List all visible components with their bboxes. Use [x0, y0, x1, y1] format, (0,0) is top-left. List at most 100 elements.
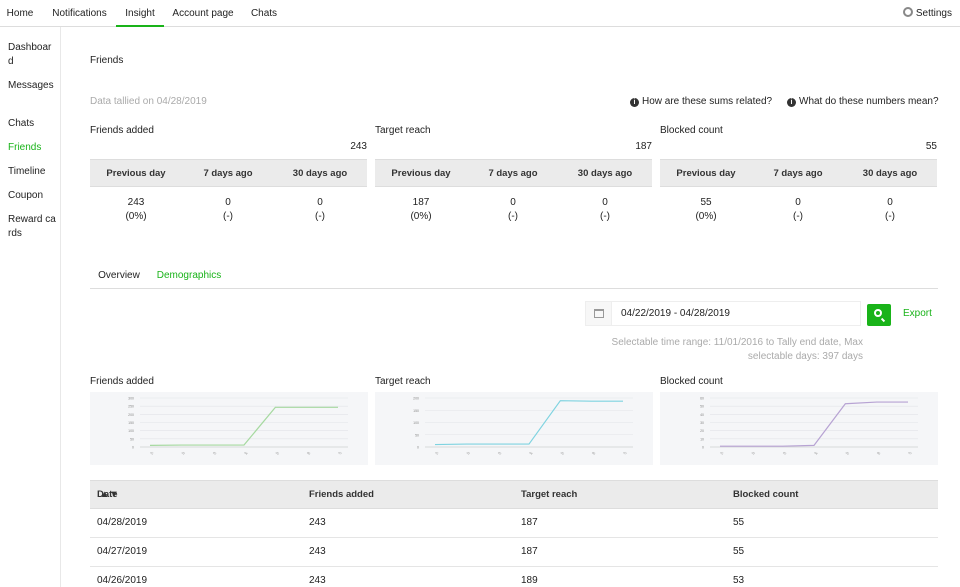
- metric-change: (-): [223, 211, 233, 222]
- tab-insight[interactable]: Insight: [116, 0, 164, 27]
- x-tick-label: d2: [181, 451, 186, 456]
- date-range-picker[interactable]: 04/22/2019 - 04/28/2019: [585, 301, 861, 326]
- y-tick-label: 10: [700, 437, 704, 441]
- y-tick-label: 50: [415, 433, 419, 437]
- cell-friends-added: 243: [309, 517, 326, 528]
- metric-value: 0: [510, 197, 516, 208]
- metric-value: 0: [602, 197, 608, 208]
- tab-home[interactable]: Home: [6, 8, 34, 19]
- gear-icon: [902, 7, 913, 17]
- tab-chats[interactable]: Chats: [250, 8, 278, 19]
- tab-notifications[interactable]: Notifications: [52, 8, 107, 19]
- metric-col-header: 7 days ago: [488, 168, 538, 179]
- help-link-label: What do these numbers mean?: [799, 96, 939, 107]
- metric-change: (0%): [125, 211, 147, 222]
- metric-col-header: 30 days ago: [862, 168, 918, 179]
- series-line: [149, 406, 338, 446]
- chart-area: 0 50 100 150 200 d1 d2 d3 d4 d5 d6 d7: [375, 392, 653, 465]
- x-tick-label: d7: [907, 451, 912, 456]
- metric-col-header: 7 days ago: [203, 168, 253, 179]
- sub-tabs: Overview Demographics: [90, 264, 938, 289]
- calendar-icon: [586, 302, 612, 325]
- settings-label: Settings: [915, 8, 952, 19]
- metric-label: Friends added: [90, 125, 154, 136]
- metric-target-reach: Target reach 187 Previous day 7 days ago…: [375, 125, 652, 222]
- table-header: Date ▲▼ Friends added Target reach Blocke…: [90, 480, 938, 509]
- metric-change: (0%): [695, 211, 717, 222]
- sidebar-item-dashboard[interactable]: Dashboard: [8, 42, 52, 67]
- metric-value: 187: [412, 197, 430, 208]
- tally-note: Data tallied on 04/28/2019: [90, 96, 207, 107]
- cell-blocked-count: 55: [733, 546, 745, 557]
- metric-label: Target reach: [375, 125, 431, 136]
- y-tick-label: 150: [128, 421, 134, 425]
- range-note-line-2: selectable days: 397 days: [747, 351, 863, 362]
- search-button[interactable]: [867, 304, 891, 326]
- info-icon: i: [630, 98, 639, 107]
- x-tick-label: d1: [434, 451, 439, 456]
- series-line: [720, 401, 908, 447]
- page-title: Friends: [90, 55, 124, 66]
- x-tick-label: d7: [337, 451, 342, 456]
- line-chart-svg: 0 50 100 150 200 d1 d2 d3 d4 d5 d6 d7: [413, 397, 633, 456]
- metric-value: 0: [795, 197, 801, 208]
- metric-label: Blocked count: [660, 125, 723, 136]
- x-tick-label: d1: [719, 451, 724, 456]
- metric-total: 243: [350, 141, 367, 152]
- sidebar-item-reward-cards[interactable]: Reward cards: [8, 214, 56, 239]
- selectable-range-note: Selectable time range: 11/01/2016 to Tal…: [582, 336, 863, 364]
- sidebar-item-chats[interactable]: Chats: [8, 118, 35, 129]
- column-header-friends-added: Friends added: [309, 489, 374, 500]
- metric-friends-added: Friends added 243 Previous day 7 days ag…: [90, 125, 367, 222]
- x-tick-label: d3: [212, 451, 217, 456]
- export-link[interactable]: Export: [903, 308, 932, 319]
- x-tick-label: d2: [466, 451, 471, 456]
- info-icon: i: [787, 98, 796, 107]
- x-tick-label: d2: [751, 451, 756, 456]
- y-tick-label: 0: [132, 446, 134, 450]
- search-icon: [874, 309, 882, 317]
- tab-account-page[interactable]: Account page: [172, 8, 234, 19]
- x-tick-label: d4: [528, 451, 533, 456]
- metric-total: 187: [635, 141, 652, 152]
- tab-demographics[interactable]: Demographics: [156, 270, 222, 281]
- metric-total: 55: [925, 141, 937, 152]
- main-content: Friends Data tallied on 04/28/2019 i How …: [62, 27, 960, 587]
- y-tick-label: 50: [700, 405, 704, 409]
- help-link-numbers[interactable]: i What do these numbers mean?: [787, 96, 939, 107]
- chart-friends-added: Friends added 0 50 100 150 200 250 300 d1 d2 d3 d4…: [90, 376, 368, 465]
- metric-col-header: Previous day: [106, 168, 166, 179]
- table-row: 04/26/2019 243 189 53: [90, 567, 938, 587]
- metric-header-row: Previous day 7 days ago 30 days ago: [90, 159, 367, 187]
- x-tick-label: d5: [560, 451, 565, 456]
- sidebar-item-friends[interactable]: Friends: [8, 142, 42, 153]
- metric-change: (0%): [410, 211, 432, 222]
- settings-link[interactable]: Settings: [902, 0, 952, 27]
- x-tick-label: d4: [813, 451, 818, 456]
- metric-value: 0: [317, 197, 323, 208]
- metric-col-header: Previous day: [391, 168, 451, 179]
- sort-icon[interactable]: ▲▼: [100, 489, 119, 500]
- help-link-sums[interactable]: i How are these sums related?: [630, 96, 772, 107]
- metric-blocked-count: Blocked count 55 Previous day 7 days ago…: [660, 125, 937, 222]
- sidebar-item-timeline[interactable]: Timeline: [8, 166, 46, 177]
- cell-target-reach: 189: [521, 575, 538, 586]
- line-chart-svg: 0 10 20 30 40 50 60 d1 d2 d3 d4 d5 d6 d7: [700, 397, 918, 456]
- top-nav: Home Notifications Insight Account page …: [0, 0, 960, 27]
- x-tick-label: d6: [591, 451, 596, 456]
- sidebar-item-messages[interactable]: Messages: [8, 80, 54, 91]
- table-row: 04/27/2019 243 187 55: [90, 538, 938, 567]
- x-tick-label: d5: [275, 451, 280, 456]
- series-line: [434, 400, 623, 446]
- tab-overview[interactable]: Overview: [98, 270, 140, 281]
- metric-change: (-): [600, 211, 610, 222]
- cell-date: 04/28/2019: [97, 517, 148, 528]
- metric-col-header: Previous day: [676, 168, 736, 179]
- cell-friends-added: 243: [309, 546, 326, 557]
- y-tick-label: 30: [700, 421, 704, 425]
- sidebar-item-coupon[interactable]: Coupon: [8, 190, 44, 201]
- metric-col-header: 30 days ago: [292, 168, 348, 179]
- chart-blocked-count: Blocked count 0 10 20 30 40 50 60 d1 d2 d3 d4 d5 d6 d…: [660, 376, 938, 465]
- line-chart-svg: 0 50 100 150 200 250 300 d1 d2 d3 d4 d5 d6 d7: [128, 397, 348, 456]
- column-header-target-reach: Target reach: [521, 489, 578, 500]
